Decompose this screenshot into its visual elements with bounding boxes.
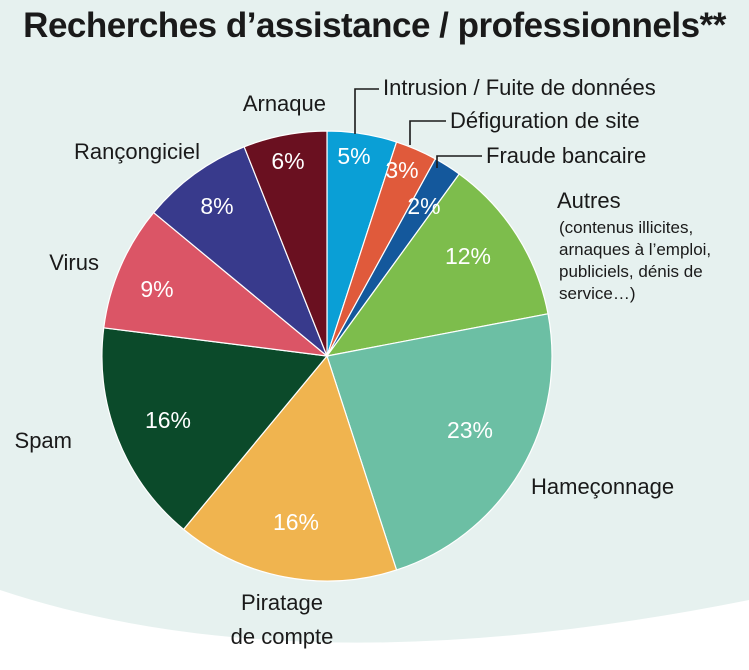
category-label-virus: Virus — [49, 250, 99, 275]
value-label-arnaque: 6% — [271, 148, 304, 174]
leader-line-defiguration-de-site — [409, 120, 446, 145]
leader-line-fraude-bancaire — [436, 155, 482, 168]
value-label-rancongiciel: 8% — [200, 193, 233, 219]
category-label-piratage-de-compte: Piratage de compte — [231, 590, 334, 649]
pie-slice-autres — [325, 173, 549, 357]
category-label-spam: Spam — [15, 428, 72, 453]
category-sublabel-autres: (contenus illicites, arnaques à l’emploi,… — [559, 218, 711, 303]
pie-slice-arnaque — [243, 130, 328, 357]
leader-line-intrusion-fuite-de-donnees — [354, 88, 379, 134]
pie-slice-virus — [103, 211, 329, 357]
value-label-virus: 9% — [140, 276, 173, 302]
category-label-autres: Autres — [557, 188, 621, 213]
category-label-intrusion-fuite-de-donnees: Intrusion / Fuite de données — [383, 75, 656, 100]
value-label-defiguration-de-site: 3% — [385, 157, 418, 183]
value-label-piratage-de-compte: 16% — [273, 509, 319, 535]
category-label-arnaque: Arnaque — [243, 91, 326, 116]
value-label-intrusion-fuite-de-donnees: 5% — [337, 143, 370, 169]
value-label-spam: 16% — [145, 407, 191, 433]
category-label-fraude-bancaire: Fraude bancaire — [486, 143, 646, 168]
pie-slice-spam — [101, 327, 329, 531]
pie-slice-hameconnage — [326, 313, 553, 571]
value-label-hameconnage: 23% — [447, 417, 493, 443]
category-label-defiguration-de-site: Défiguration de site — [450, 108, 640, 133]
value-label-autres: 12% — [445, 243, 491, 269]
category-label-hameconnage: Hameçonnage — [531, 474, 674, 499]
value-label-fraude-bancaire: 2% — [407, 193, 440, 219]
chart-title: Recherches d’assistance / professionnels… — [23, 6, 726, 45]
pie-slice-rancongiciel — [152, 146, 328, 357]
category-label-rancongiciel: Rançongiciel — [74, 139, 200, 164]
pie-slice-piratage-de-compte — [182, 354, 398, 582]
